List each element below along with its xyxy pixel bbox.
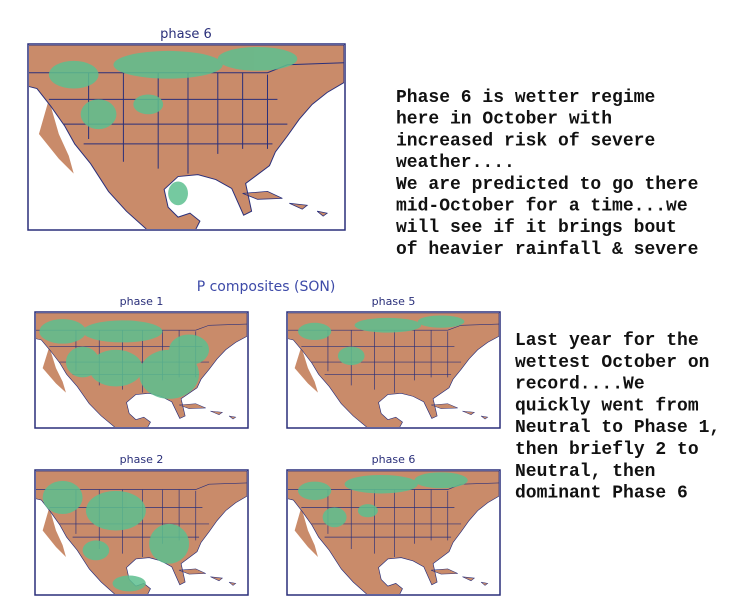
map-title: phase 5 <box>372 295 416 308</box>
map-title: phase 2 <box>120 453 164 466</box>
note-line: Last year for the <box>515 331 699 351</box>
note-line: wettest October on <box>515 353 709 373</box>
note-line: Neutral, then <box>515 462 655 482</box>
note-line: weather.... <box>396 153 515 173</box>
map-title: phase 1 <box>120 295 164 308</box>
map-title: phase 6 <box>160 27 212 42</box>
note-line: will see if it brings bout <box>396 218 677 238</box>
note: Phase 6 is wetter regime here in October … <box>396 88 698 260</box>
map <box>29 45 344 229</box>
note-line: here in October with <box>396 110 612 130</box>
map-title: phase 6 <box>372 453 416 466</box>
note-line: quickly went from <box>515 396 699 416</box>
map <box>288 471 499 594</box>
note-line: Phase 6 is wetter regime <box>396 88 655 108</box>
note-line: Neutral to Phase 1, <box>515 418 720 438</box>
composite-title: P composites (SON) <box>197 279 336 295</box>
note: Last year for the wettest October on recor… <box>515 331 720 504</box>
note-line: increased risk of severe <box>396 131 655 151</box>
map <box>36 471 247 594</box>
map <box>36 313 247 427</box>
note-line: of heavier rainfall & severe <box>396 240 698 260</box>
note-line: mid-October for a time...we <box>396 197 688 217</box>
note-line: record....We <box>515 375 645 395</box>
map <box>288 313 499 427</box>
map-grid: phase 1 phase 5 phase 2 phase 6 <box>34 295 501 596</box>
note-line: We are predicted to go there <box>396 175 698 195</box>
note-line: dominant Phase 6 <box>515 484 688 504</box>
note-line: then briefly 2 to <box>515 440 699 460</box>
